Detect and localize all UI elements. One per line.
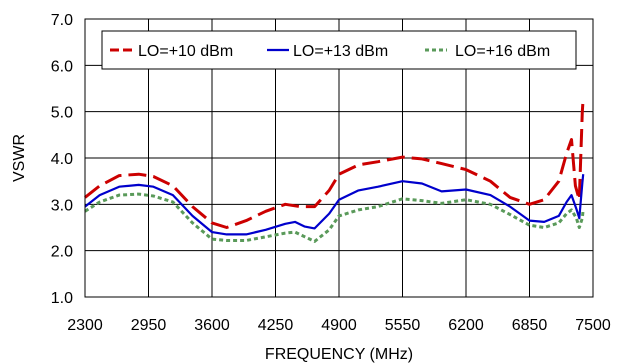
series-line-3 [84,192,585,243]
y-tick-label: 5.0 [51,105,73,122]
x-tick-label: 7500 [575,317,611,334]
plot-area-border [84,18,594,298]
series-line-2 [84,174,585,236]
y-tick-label: 4.0 [51,151,73,168]
legend-label-3: LO=+16 dBm [455,43,550,60]
y-tick-label: 1.0 [51,290,73,307]
x-tick-label: 2950 [131,317,167,334]
x-axis-title: FREQUENCY (MHz) [265,346,413,363]
x-tick-label: 6850 [512,317,548,334]
series-line-1 [84,97,585,229]
x-tick-label: 3600 [194,317,230,334]
legend-label-2: LO=+13 dBm [293,43,388,60]
legend-label-1: LO=+10 dBm [138,43,233,60]
legend: LO=+10 dBm LO=+13 dBm LO=+16 dBm [101,30,577,70]
y-tick-label: 3.0 [51,197,73,214]
series-layer [84,97,585,243]
x-tick-labels: 2300 2950 3600 4250 4900 5550 6200 6850 7500 [67,317,611,334]
y-tick-label: 6.0 [51,58,73,75]
y-tick-label: 7.0 [51,12,73,29]
y-tick-labels: 1.0 2.0 3.0 4.0 5.0 6.0 7.0 [51,12,73,307]
legend-box [101,30,577,70]
x-tick-label: 6200 [448,317,484,334]
x-tick-label: 4250 [258,317,294,334]
x-tick-label: 4900 [321,317,357,334]
x-tick-label: 5550 [385,317,421,334]
y-axis-title: VSWR [11,134,28,182]
x-tick-label: 2300 [67,317,103,334]
y-tick-label: 2.0 [51,244,73,261]
